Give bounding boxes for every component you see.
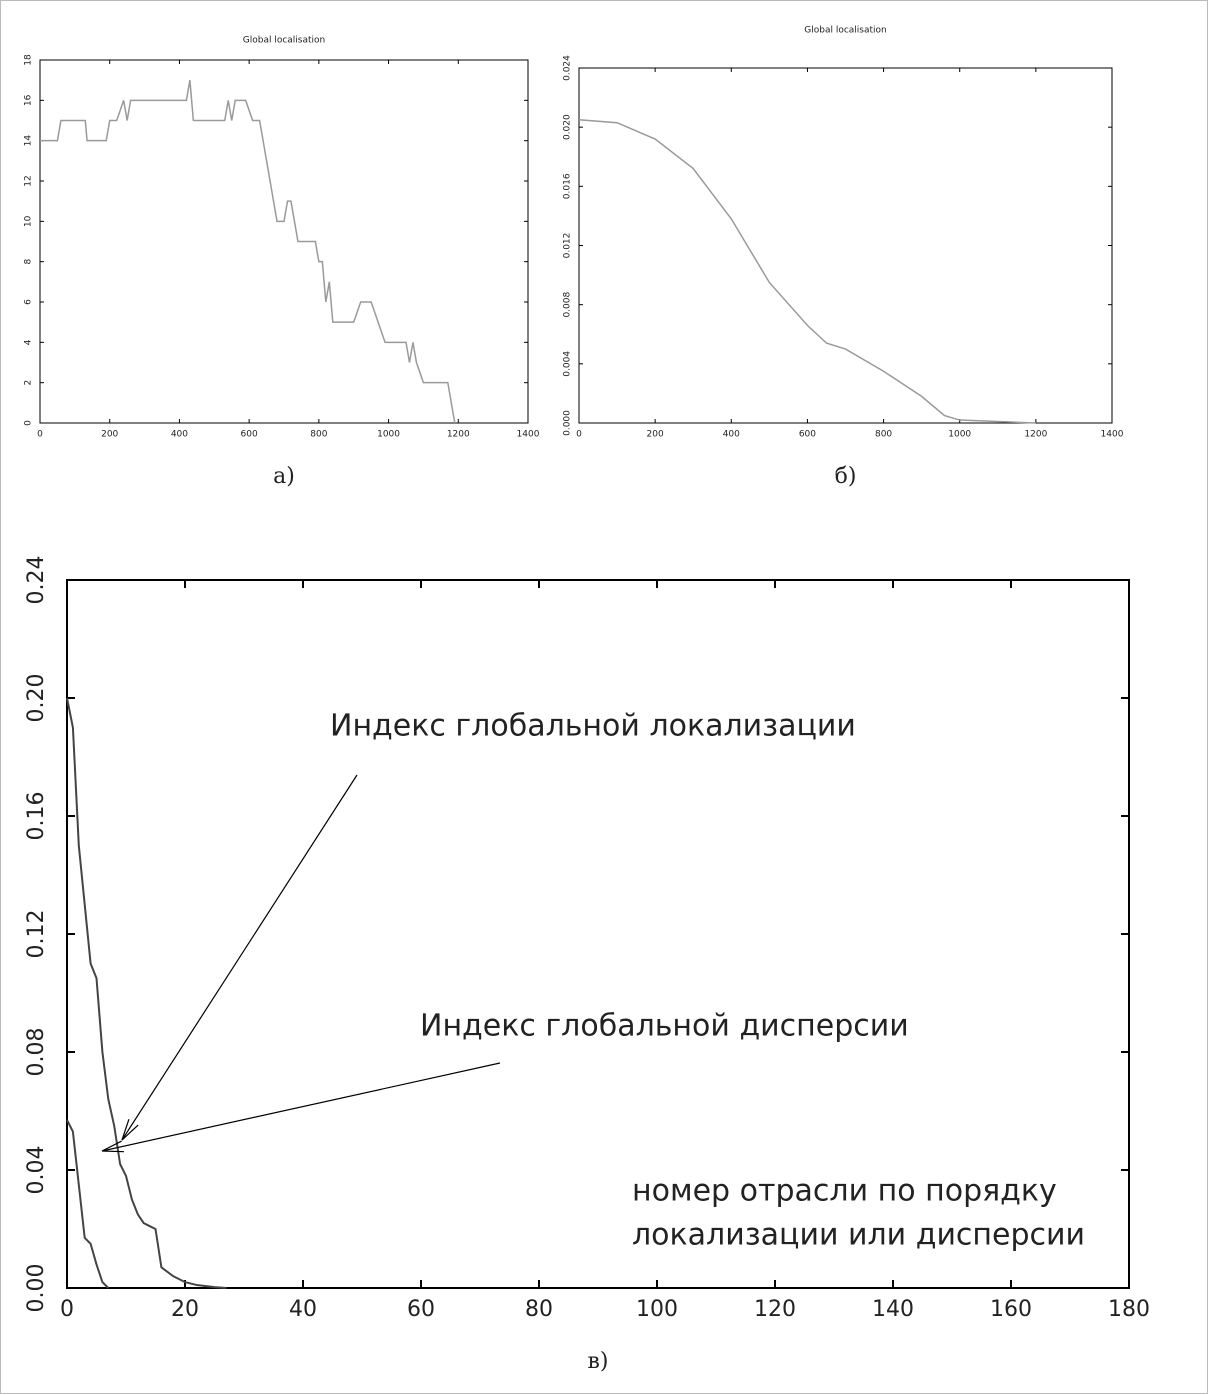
x-tick-label: 600 bbox=[241, 430, 258, 440]
y-tick-label: 4 bbox=[24, 339, 34, 345]
y-tick-label: 0.012 bbox=[563, 233, 573, 259]
chart-title: Global localisation bbox=[804, 26, 887, 36]
x-tick-label: 100 bbox=[636, 1297, 678, 1322]
y-tick-label: 0.024 bbox=[563, 55, 573, 81]
annotation-arrow bbox=[121, 774, 358, 1141]
x-tick-label: 1200 bbox=[1024, 430, 1047, 440]
data-line bbox=[40, 80, 456, 424]
x-tick-label: 400 bbox=[171, 430, 188, 440]
y-tick-label: 0.008 bbox=[563, 292, 573, 318]
x-tick-label: 600 bbox=[799, 430, 816, 440]
y-tick-label: 0.12 bbox=[24, 910, 49, 959]
arrow-head bbox=[101, 1140, 122, 1152]
y-tick-label: 0.24 bbox=[24, 556, 49, 605]
y-tick-label: 0.16 bbox=[24, 792, 49, 841]
y-tick-label: 0.000 bbox=[563, 410, 573, 436]
annotation: номер отрасли по порядку bbox=[632, 1174, 1057, 1209]
x-tick-label: 120 bbox=[754, 1297, 796, 1322]
x-tick-label: 200 bbox=[647, 430, 664, 440]
x-tick-label: 0 bbox=[37, 430, 43, 440]
y-tick-label: 12 bbox=[24, 175, 34, 186]
arrow-head bbox=[101, 1150, 125, 1153]
y-tick-label: 0.20 bbox=[24, 674, 49, 723]
y-tick-label: 2 bbox=[24, 380, 34, 386]
data-line bbox=[578, 119, 1036, 424]
y-tick-label: 18 bbox=[24, 54, 34, 66]
chart-title: Global localisation bbox=[243, 36, 326, 46]
caption: в) bbox=[588, 1349, 609, 1374]
y-tick-label: 0.00 bbox=[24, 1264, 49, 1313]
x-tick-label: 1200 bbox=[447, 430, 470, 440]
y-tick-label: 16 bbox=[24, 94, 34, 106]
annotation: локализации или дисперсии bbox=[632, 1218, 1085, 1253]
y-tick-label: 0.04 bbox=[24, 1146, 49, 1195]
y-tick-label: 0 bbox=[24, 420, 34, 426]
x-tick-label: 1000 bbox=[377, 430, 400, 440]
x-tick-label: 1400 bbox=[517, 430, 540, 440]
x-tick-label: 800 bbox=[875, 430, 892, 440]
x-tick-label: 0 bbox=[60, 1297, 74, 1322]
plot-frame bbox=[578, 67, 1113, 424]
y-tick-label: 0.020 bbox=[563, 114, 573, 140]
x-tick-label: 40 bbox=[289, 1297, 317, 1322]
x-tick-label: 180 bbox=[1108, 1297, 1150, 1322]
y-tick-label: 6 bbox=[24, 299, 34, 305]
plot-frame bbox=[39, 59, 529, 424]
x-tick-label: 80 bbox=[525, 1297, 553, 1322]
data-line bbox=[66, 697, 227, 1289]
y-tick-label: 14 bbox=[24, 135, 34, 147]
arrow-head bbox=[121, 1118, 130, 1141]
annotation-arrow bbox=[101, 1062, 501, 1152]
y-tick-label: 0.004 bbox=[563, 351, 573, 377]
y-tick-label: 8 bbox=[24, 259, 34, 265]
y-tick-label: 0.016 bbox=[563, 173, 573, 199]
data-line bbox=[66, 1119, 110, 1289]
x-tick-label: 160 bbox=[990, 1297, 1032, 1322]
annotation: Индекс глобальной дисперсии bbox=[420, 1009, 909, 1044]
x-tick-label: 1000 bbox=[948, 430, 971, 440]
x-tick-label: 0 bbox=[576, 430, 582, 440]
x-tick-label: 20 bbox=[171, 1297, 199, 1322]
x-tick-label: 800 bbox=[310, 430, 327, 440]
arrow-head bbox=[121, 1124, 139, 1141]
x-tick-label: 200 bbox=[101, 430, 118, 440]
caption: а) bbox=[273, 464, 295, 489]
x-tick-label: 140 bbox=[872, 1297, 914, 1322]
x-tick-label: 400 bbox=[723, 430, 740, 440]
y-tick-label: 10 bbox=[24, 215, 34, 227]
y-tick-label: 0.08 bbox=[24, 1028, 49, 1077]
caption: б) bbox=[835, 464, 857, 489]
x-tick-label: 1400 bbox=[1101, 430, 1124, 440]
annotation: Индекс глобальной локализации bbox=[330, 709, 856, 744]
x-tick-label: 60 bbox=[407, 1297, 435, 1322]
